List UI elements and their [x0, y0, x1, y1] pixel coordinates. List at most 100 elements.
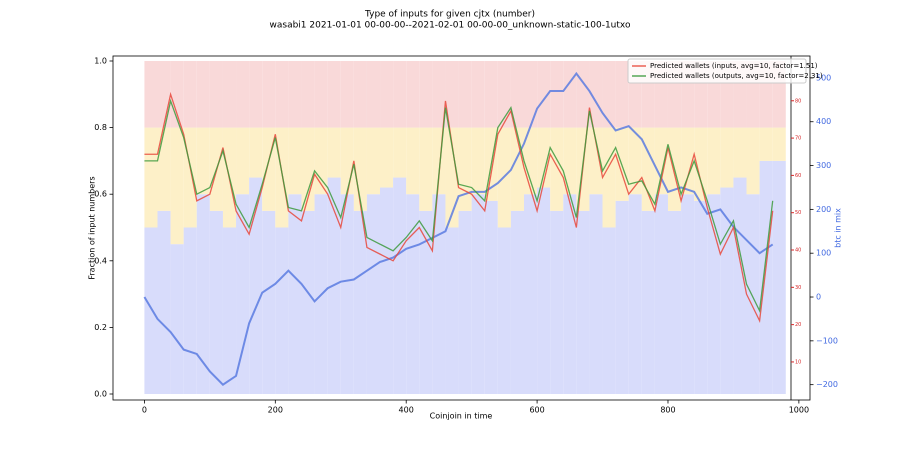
chart-subtitle: wasabi1 2021-01-01 00-00-00--2021-02-01 …: [270, 21, 631, 31]
x-tick-label: 600: [529, 406, 544, 415]
stacked-bar: [510, 210, 525, 395]
stacked-bar: [759, 127, 773, 161]
x-tick-label: 0: [142, 406, 147, 415]
stacked-bar: [550, 210, 564, 395]
stacked-bar: [641, 127, 655, 211]
stacked-bar: [772, 127, 786, 161]
stacked-bar: [288, 127, 302, 195]
stacked-bar: [340, 194, 354, 395]
stacked-bar: [340, 60, 354, 128]
stacked-bar: [301, 60, 315, 128]
stacked-bar: [615, 60, 629, 128]
stacked-bar: [576, 210, 590, 395]
y2-tick-label: 400: [816, 117, 831, 126]
stacked-bar: [563, 194, 577, 395]
stacked-bar: [157, 210, 171, 395]
stacked-bar: [694, 200, 708, 395]
stacked-bar: [654, 194, 668, 395]
stacked-bar: [209, 210, 223, 395]
stacked-bar: [366, 127, 381, 195]
stacked-bar: [275, 60, 289, 128]
stacked-bar: [458, 210, 472, 395]
stacked-bar: [262, 210, 276, 395]
stacked-bar: [524, 194, 538, 395]
stacked-bar: [432, 127, 446, 195]
stacked-bar: [406, 60, 420, 128]
stacked-bar: [196, 194, 210, 395]
stacked-bar: [746, 127, 760, 195]
stacked-bar: [445, 60, 459, 128]
y3-tick-label: 30: [795, 285, 801, 291]
stacked-bar: [589, 194, 603, 395]
stacked-bar: [419, 60, 433, 128]
btc-line: [143, 71, 774, 386]
stacked-bar: [353, 60, 367, 128]
y2-tick-label: 500: [816, 73, 831, 82]
y2-tick-label: −100: [816, 336, 838, 345]
stacked-bar: [196, 60, 210, 128]
stacked-bar: [602, 60, 616, 128]
stacked-bar: [484, 60, 498, 128]
stacked-bar: [772, 160, 786, 395]
y-tick-label: 1.0: [94, 56, 107, 65]
stacked-bar: [380, 127, 394, 188]
stacked-bar: [458, 60, 472, 128]
legend: Predicted wallets (inputs, avg=10, facto…: [627, 58, 823, 84]
y-tick-label: 0.8: [94, 123, 107, 132]
stacked-bar: [236, 127, 250, 195]
stacked-bar: [537, 187, 551, 395]
stacked-bar: [759, 160, 773, 395]
stacked-bar: [170, 244, 184, 395]
legend-label: Predicted wallets (outputs, avg=10, fact…: [650, 72, 823, 80]
stacked-bar: [183, 60, 197, 128]
stacked-bar: [432, 194, 446, 395]
stacked-bar: [733, 177, 747, 395]
stacked-bar: [222, 227, 237, 395]
stacked-bar: [589, 60, 603, 128]
stacked-bar: [707, 127, 721, 195]
stacked-bar: [144, 227, 158, 395]
stacked-bar: [393, 60, 407, 128]
y2-axis-label: btc in mix: [834, 208, 843, 248]
y-tick-label: 0.4: [94, 256, 107, 265]
stacked-bar: [550, 60, 564, 128]
stacked-bar: [249, 177, 263, 395]
stacked-bar: [314, 127, 328, 195]
x-axis-label: Coinjoin in time: [430, 412, 493, 421]
stacked-bar: [510, 60, 525, 128]
y2-tick-label: −200: [816, 380, 838, 389]
stacked-bar: [301, 210, 315, 395]
y3-tick-label: 20: [795, 322, 801, 328]
stacked-bar: [563, 127, 577, 195]
y2-tick-label: 200: [816, 205, 831, 214]
stacked-bar: [327, 127, 341, 178]
chart-title: Type of inputs for given cjtx (number): [364, 10, 535, 20]
stacked-bar: [419, 127, 433, 211]
stacked-bar: [236, 60, 250, 128]
stacked-bar: [380, 187, 394, 395]
stacked-bar: [694, 127, 708, 201]
stacked-bar: [615, 200, 629, 395]
stacked-bar: [366, 60, 381, 128]
wallet-line: [144, 91, 774, 324]
stacked-bar: [196, 127, 210, 195]
legend-box: [627, 58, 807, 84]
stacked-bar: [550, 127, 564, 211]
stacked-bar: [249, 60, 263, 128]
x-tick-label: 400: [399, 406, 414, 415]
y3-tick-label: 50: [795, 210, 801, 216]
stacked-bar: [209, 60, 223, 128]
stacked-bar: [628, 194, 642, 395]
stacked-bar: [393, 177, 407, 395]
stacked-bar: [524, 60, 538, 128]
x-tick-label: 800: [660, 406, 675, 415]
stacked-bar: [497, 227, 511, 395]
stacked-bar: [733, 127, 747, 178]
x-tick-label: 200: [268, 406, 283, 415]
stacked-bar: [144, 127, 158, 228]
stacked-bar: [275, 227, 289, 395]
y2-tick-label: 300: [816, 161, 831, 170]
stacked-bar: [681, 194, 695, 395]
stacked-bar: [681, 127, 695, 195]
